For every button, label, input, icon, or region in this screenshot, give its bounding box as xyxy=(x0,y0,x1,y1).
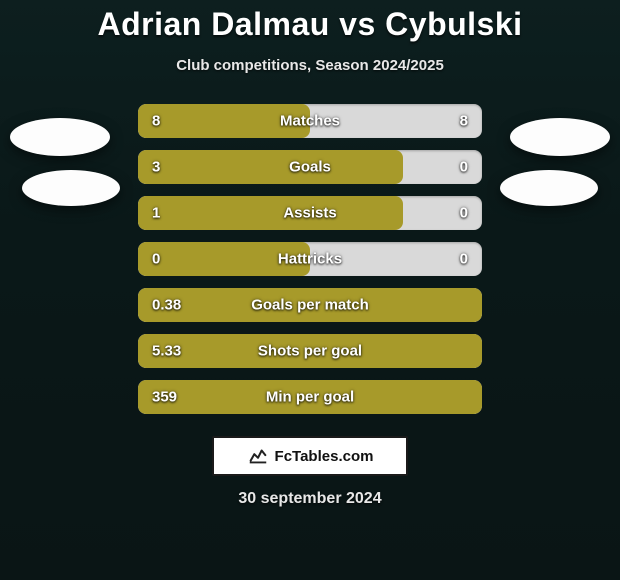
stat-row: Hattricks00 xyxy=(138,242,482,276)
stat-fill-left xyxy=(138,380,482,414)
stat-fill-left xyxy=(138,288,482,322)
stat-row: Assists10 xyxy=(138,196,482,230)
snapshot-date: 30 september 2024 xyxy=(0,490,620,508)
stat-row: Goals per match0.38 xyxy=(138,288,482,322)
player2-avatar-top xyxy=(510,118,610,156)
brand-text: FcTables.com xyxy=(275,448,374,465)
page-title: Adrian Dalmau vs Cybulski xyxy=(0,6,620,43)
page-subtitle: Club competitions, Season 2024/2025 xyxy=(0,57,620,74)
stat-row: Matches88 xyxy=(138,104,482,138)
stat-value-right: 0 xyxy=(460,205,468,222)
stat-row: Min per goal359 xyxy=(138,380,482,414)
stat-fill-left xyxy=(138,196,403,230)
stat-fill-left xyxy=(138,242,310,276)
brand-badge: FcTables.com xyxy=(212,436,408,476)
stat-fill-left xyxy=(138,334,482,368)
chart-icon xyxy=(247,445,269,467)
stat-fill-left xyxy=(138,150,403,184)
player1-avatar-top xyxy=(10,118,110,156)
stat-value-right: 8 xyxy=(460,113,468,130)
stat-fill-left xyxy=(138,104,310,138)
player2-avatar-bottom xyxy=(500,170,598,206)
stat-value-right: 0 xyxy=(460,159,468,176)
stat-row: Goals30 xyxy=(138,150,482,184)
player1-avatar-bottom xyxy=(22,170,120,206)
stat-row: Shots per goal5.33 xyxy=(138,334,482,368)
stat-value-right: 0 xyxy=(460,251,468,268)
